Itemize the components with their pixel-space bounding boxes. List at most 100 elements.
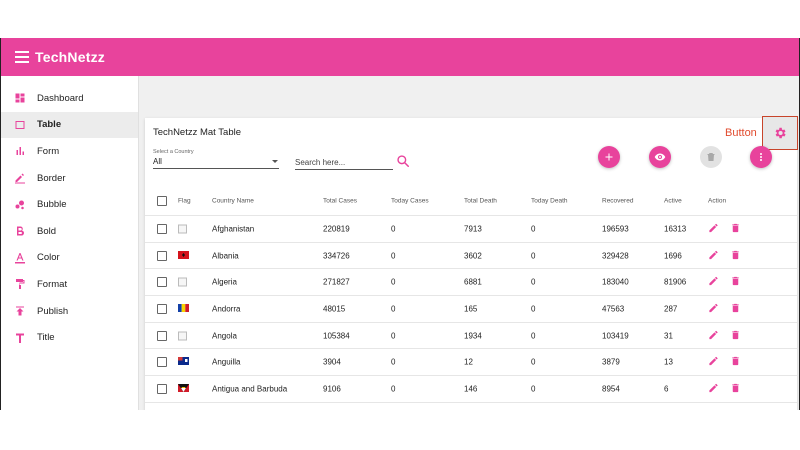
view-button[interactable] [649,146,671,168]
cell-total-death: 146 [464,384,478,394]
table-row: Andorra 48015 0 165 0 47563 287 [145,296,797,323]
broken-image-icon [178,224,187,234]
sidebar-item-form[interactable]: Form [1,138,138,165]
delete-icon[interactable] [730,249,741,262]
cell-total-cases: 9106 [323,384,341,394]
table-row: Argentina100542510130509099223011441 [145,403,797,410]
flag-icon [178,384,189,394]
add-button[interactable] [598,146,620,168]
cell-total-cases: 48015 [323,304,346,314]
sidebar-item-color[interactable]: Color [1,245,138,272]
sidebar-item-title[interactable]: Title [1,324,138,351]
cell-country: Andorra [212,304,241,314]
trash-icon [707,153,715,161]
sidebar-item-bold[interactable]: Bold [1,218,138,245]
delete-icon[interactable] [730,383,741,396]
letterbox-bottom [0,410,800,450]
edit-icon[interactable] [708,222,719,235]
sidebar-item-format[interactable]: Format [1,271,138,298]
app-title: TechNetzz [35,49,105,65]
cell-recovered: 3879 [602,357,620,367]
delete-icon[interactable] [730,302,741,315]
cell-today-cases: 0 [391,384,396,394]
row-actions [708,302,741,315]
hamburger-menu-icon[interactable] [15,51,29,63]
delete-icon[interactable] [730,276,741,289]
cell-today-cases: 0 [391,224,396,234]
row-checkbox[interactable] [157,223,167,234]
cell-today-cases: 0 [391,331,396,341]
cell-today-death: 0 [531,224,536,234]
row-checkbox[interactable] [157,277,167,288]
sidebar-item-label: Table [37,119,62,131]
cell-recovered: 103419 [602,331,629,341]
header-total-death: Total Death [464,197,497,204]
more-options-button[interactable] [750,146,772,168]
cell-country: Afghanistan [212,224,255,234]
cell-total-cases: 105384 [323,331,350,341]
pencil-icon [14,172,26,184]
cell-today-death: 0 [531,331,536,341]
chevron-down-icon [272,160,278,163]
sidebar-item-border[interactable]: Border [1,165,138,192]
row-checkbox[interactable] [157,384,167,395]
cell-total-death: 7913 [464,224,482,234]
sidebar-item-table[interactable]: Table [1,111,138,139]
settings-button[interactable] [762,116,798,150]
delete-all-button[interactable] [700,146,722,168]
sidebar-item-dashboard[interactable]: Dashboard [1,85,138,112]
edit-icon[interactable] [708,329,719,342]
title-icon [14,332,26,344]
flag-icon [178,250,189,261]
cell-total-cases: 3904 [323,357,341,367]
cell-active: 6 [664,384,669,394]
cell-total-death: 6881 [464,277,482,287]
table-row: Albania 334726 0 3602 0 329428 1696 [145,243,797,270]
row-actions [708,222,741,235]
sidebar-item-label: Publish [37,305,69,317]
sidebar-item-label: Border [37,172,66,184]
cell-country: Antigua and Barbuda [212,384,288,394]
row-checkbox[interactable] [157,330,167,341]
edit-icon[interactable] [708,356,719,369]
delete-icon[interactable] [730,222,741,235]
sidebar-item-label: Format [37,278,68,290]
header-action: Action [708,197,727,204]
cell-today-death: 0 [531,384,536,394]
table-row: Algeria 271827 0 6881 0 183040 81906 [145,269,797,297]
delete-icon[interactable] [730,356,741,369]
cell-today-cases: 0 [391,304,396,314]
sidebar-item-bubble[interactable]: Bubble [1,191,138,218]
header-country-name: Country Name [212,197,254,204]
cell-today-cases: 0 [391,357,396,367]
broken-image-icon [178,331,187,341]
delete-icon[interactable] [730,329,741,342]
cell-today-death: 0 [531,277,536,287]
row-checkbox[interactable] [157,250,167,261]
text-color-icon [14,252,26,264]
sidebar-item-publish[interactable]: Publish [1,298,138,325]
table-header-row: Flag Country Name Total Cases Today Cases To… [145,186,797,216]
row-actions [708,329,741,342]
button-label: Button [725,127,757,139]
table-row: Afghanistan 220819 0 7913 0 196593 16313 [145,216,797,243]
search-input[interactable] [295,156,393,170]
edit-icon[interactable] [708,383,719,396]
cell-active: 81906 [664,277,687,287]
row-checkbox[interactable] [157,357,167,368]
table-card: TechNetzz Mat Table Select a Country All… [145,116,798,410]
cell-active: 1696 [664,251,682,261]
search-icon[interactable] [396,154,410,168]
edit-icon[interactable] [708,276,719,289]
table-row: Angola 105384 0 1934 0 103419 31 [145,323,797,350]
cell-country: Albania [212,251,239,261]
letterbox-top [0,0,800,38]
select-all-checkbox[interactable] [157,195,167,206]
row-checkbox[interactable] [157,303,167,314]
edit-icon[interactable] [708,249,719,262]
country-select[interactable]: All [153,157,279,169]
edit-icon[interactable] [708,302,719,315]
dashboard-icon [14,92,26,104]
row-actions [708,276,741,289]
row-actions [708,249,741,262]
